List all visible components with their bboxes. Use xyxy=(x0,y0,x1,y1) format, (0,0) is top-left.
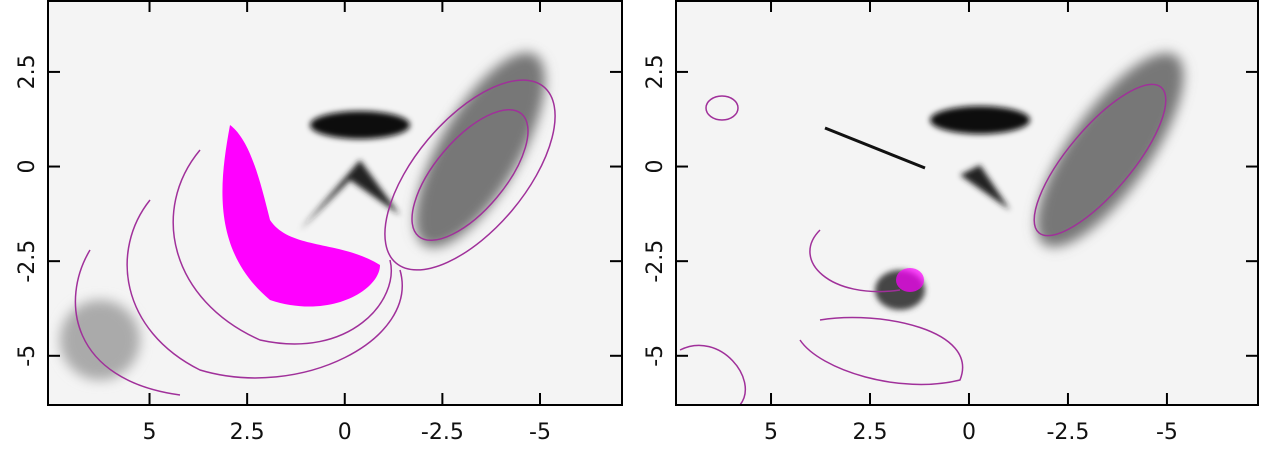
x-tick-label: 0 xyxy=(338,420,352,445)
x-tick-label: -2.5 xyxy=(1046,420,1089,445)
y-tick-label: -5 xyxy=(643,345,668,367)
y-tick-label: -2.5 xyxy=(15,240,40,283)
plot-frame xyxy=(47,0,623,406)
x-tick-label: -5 xyxy=(529,420,551,445)
x-tick-label: 5 xyxy=(143,420,157,445)
y-tick-label: 0 xyxy=(15,160,40,174)
map-image xyxy=(48,0,622,405)
plot-frame xyxy=(675,0,1259,406)
x-tick-label: 0 xyxy=(962,420,976,445)
x-tick-label: 5 xyxy=(764,420,778,445)
y-tick-label: -5 xyxy=(15,345,40,367)
x-tick-label: 2.5 xyxy=(230,420,265,445)
x-tick-label: 2.5 xyxy=(853,420,888,445)
y-tick-label: 2.5 xyxy=(643,54,668,89)
x-tick-label: -2.5 xyxy=(421,420,464,445)
map-image xyxy=(676,0,1258,406)
y-tick-label: 2.5 xyxy=(15,54,40,89)
y-tick-label: -2.5 xyxy=(643,240,668,283)
y-tick-label: 0 xyxy=(643,160,668,174)
x-tick-label: -5 xyxy=(1156,420,1178,445)
